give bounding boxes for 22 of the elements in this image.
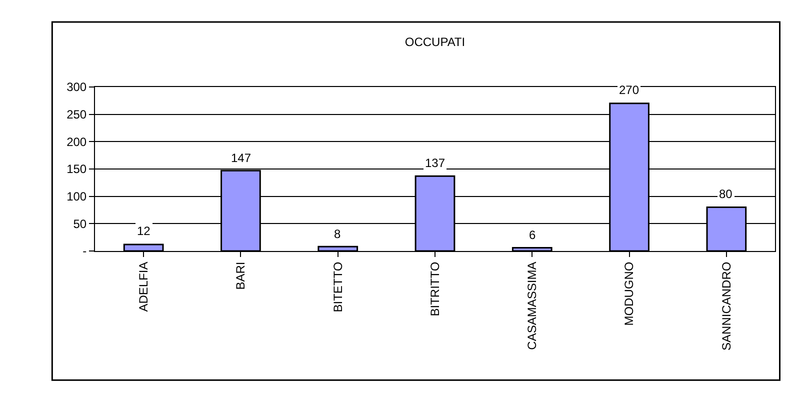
data-label: 270 bbox=[619, 83, 640, 97]
data-label: 6 bbox=[529, 228, 536, 242]
x-tick-label: ADELFIA bbox=[136, 262, 150, 312]
x-tick-label: SANNICANDRO bbox=[719, 262, 734, 350]
y-tick-label: 200 bbox=[66, 134, 87, 149]
y-tick-label: 150 bbox=[66, 162, 87, 176]
data-label: 80 bbox=[719, 187, 733, 201]
x-tick-label: MODUGNO bbox=[622, 262, 636, 326]
x-tick-label: BITETTO bbox=[330, 262, 345, 312]
y-tick-label: 300 bbox=[66, 80, 87, 94]
data-label: 12 bbox=[137, 224, 151, 238]
chart-title: OCCUPATI bbox=[404, 35, 466, 50]
y-tick-label: 100 bbox=[66, 190, 87, 204]
y-tick-label: - bbox=[82, 244, 87, 258]
data-label: 137 bbox=[425, 156, 446, 170]
x-tick-label: BITRITTO bbox=[428, 262, 442, 316]
x-tick-label: BARI bbox=[234, 262, 248, 290]
y-tick-label: 50 bbox=[73, 216, 87, 231]
y-tick-label: 250 bbox=[66, 108, 87, 122]
data-label: 147 bbox=[231, 151, 252, 165]
x-tick-label: CASAMASSIMA bbox=[525, 262, 540, 350]
data-label: 8 bbox=[334, 227, 341, 241]
